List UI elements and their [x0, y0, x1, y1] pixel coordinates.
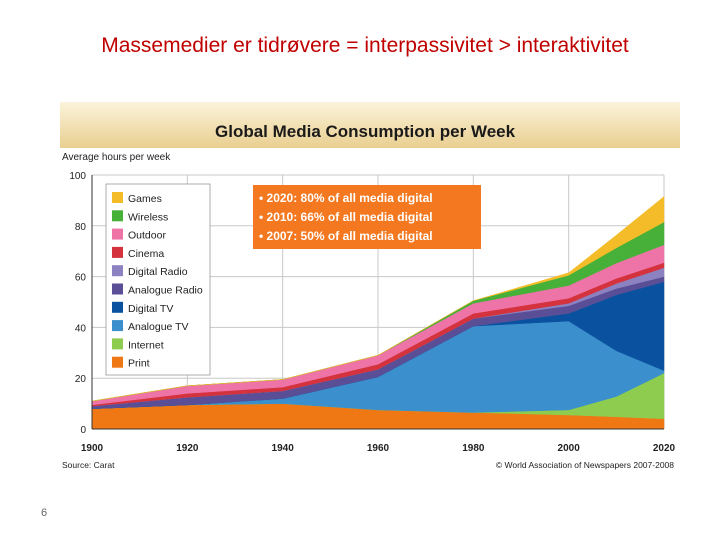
- annotation-line: • 2010: 66% of all media digital: [259, 210, 433, 224]
- legend-swatch: [112, 210, 123, 222]
- page-number: 6: [41, 507, 48, 519]
- x-tick-label: 2020: [653, 443, 676, 454]
- legend: Games Wireless Outdoor Cinema Digital Radio A…: [105, 183, 211, 376]
- y-tick-label: 100: [69, 171, 86, 182]
- x-tick-label: 2000: [558, 443, 581, 454]
- y-tick-label: 60: [75, 273, 87, 284]
- slide-title: Massemedier er tidrøvere = interpassivit…: [101, 34, 629, 57]
- annotation-box: • 2020: 80% of all media digital • 2010: …: [253, 185, 481, 249]
- annotation-line: • 2020: 80% of all media digital: [259, 191, 433, 205]
- annotation-background: [253, 185, 481, 249]
- legend-label: Print: [128, 358, 150, 370]
- legend-label: Analogue Radio: [128, 285, 203, 297]
- legend-label: Internet: [128, 339, 164, 351]
- legend-swatch: [112, 228, 123, 240]
- x-tick-label: 1900: [81, 443, 104, 454]
- legend-swatch: [112, 192, 123, 203]
- annotation-line: • 2007: 50% of all media digital: [259, 229, 433, 243]
- x-tick-label: 1960: [367, 443, 390, 454]
- legend-swatch: [112, 356, 123, 368]
- legend-swatch: [112, 265, 123, 277]
- legend-label: Cinema: [128, 248, 164, 260]
- axes: 0 20 40 60 80 100 1900 1920 1940 1960 1980 2000 2020: [69, 171, 675, 454]
- plot-areas: [91, 196, 665, 430]
- chart-title: Global Media Consumption per Week: [215, 122, 516, 141]
- chart-header-band: [60, 102, 680, 148]
- legend-label: Outdoor: [128, 230, 166, 242]
- chart: Global Media Consumption per Week Averag…: [60, 102, 680, 477]
- chart-copyright: © World Association of Newspapers 2007-2…: [496, 460, 674, 470]
- legend-box: [105, 183, 211, 376]
- legend-label: Games: [128, 193, 162, 205]
- legend-label: Wireless: [128, 211, 168, 223]
- y-tick-label: 40: [75, 323, 87, 334]
- chart-source: Source: Carat: [62, 460, 115, 470]
- legend-label: Digital Radio: [128, 266, 188, 278]
- y-axis-label: Average hours per week: [62, 152, 171, 163]
- legend-swatch: [112, 320, 123, 332]
- legend-swatch: [112, 246, 123, 258]
- y-tick-label: 80: [75, 222, 87, 233]
- x-tick-label: 1920: [176, 443, 199, 454]
- y-tick-label: 0: [80, 425, 86, 436]
- y-tick-label: 20: [75, 374, 87, 385]
- legend-label: Digital TV: [128, 303, 173, 315]
- legend-swatch: [112, 338, 123, 350]
- legend-swatch: [112, 283, 123, 295]
- area-games: [91, 196, 665, 402]
- x-tick-label: 1980: [462, 443, 485, 454]
- x-tick-label: 1940: [272, 443, 295, 454]
- legend-swatch: [112, 301, 123, 313]
- legend-label: Analogue TV: [128, 321, 189, 333]
